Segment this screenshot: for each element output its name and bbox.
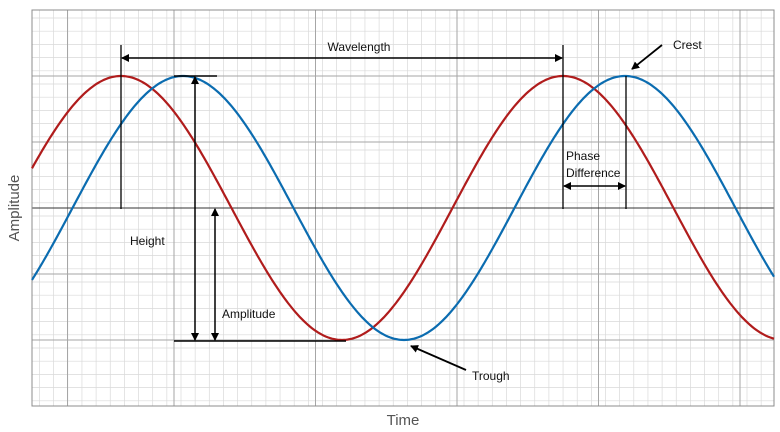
phase-label-line1: Phase — [566, 149, 600, 163]
y-axis-label: Amplitude — [6, 175, 23, 242]
wavelength-label: Wavelength — [328, 40, 391, 54]
crest-pointer-arrow — [631, 44, 663, 70]
height-label: Height — [130, 234, 165, 248]
red-wave-curve — [31, 74, 775, 342]
amplitude-label: Amplitude — [222, 307, 276, 321]
blue-wave-curve — [31, 74, 775, 342]
crest-label: Crest — [673, 38, 702, 52]
plot-border — [31, 9, 775, 407]
phase-label-line2: Difference — [566, 166, 621, 180]
trough-pointer-arrow — [410, 345, 467, 371]
trough-label: Trough — [472, 369, 510, 383]
x-axis-label: Time — [387, 412, 420, 429]
